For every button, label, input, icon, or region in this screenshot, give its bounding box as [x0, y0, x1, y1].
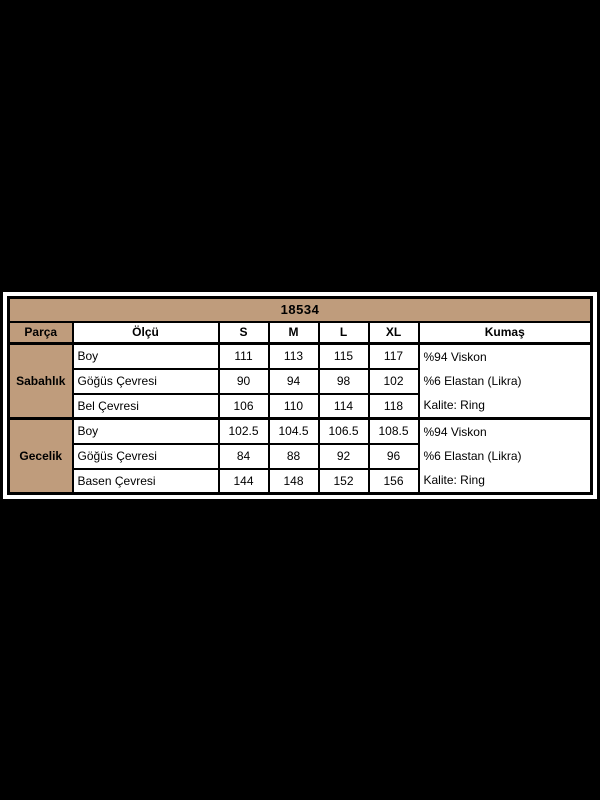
- fabric-info-gecelik: %94 Viskon %6 Elastan (Likra) Kalite: Ri…: [417, 417, 593, 495]
- fabric-line: Kalite: Ring: [423, 398, 485, 412]
- column-header-s: S: [217, 320, 270, 345]
- measure-label: Göğüs Çevresi: [71, 442, 220, 470]
- table-row: Sabahlık Boy 111 113 115 117 %94 Viskon …: [7, 342, 593, 420]
- size-value: 110: [267, 392, 320, 420]
- group-label-sabahlik: Sabahlık: [7, 342, 74, 420]
- fabric-line: %6 Elastan (Likra): [423, 374, 522, 388]
- measure-label: Göğüs Çevresi: [71, 367, 220, 395]
- size-value: 96: [367, 442, 420, 470]
- size-value: 118: [367, 392, 420, 420]
- column-header-xl: XL: [367, 320, 420, 345]
- fabric-line: %6 Elastan (Likra): [423, 449, 522, 463]
- size-value: 115: [317, 342, 370, 370]
- fabric-line: %94 Viskon: [423, 350, 487, 364]
- size-value: 88: [267, 442, 320, 470]
- size-value: 102.5: [217, 417, 270, 445]
- table-row: Göğüs Çevresi 90 94 98 102: [9, 367, 592, 395]
- measure-label: Boy: [71, 417, 220, 445]
- size-value: 90: [217, 367, 270, 395]
- size-value: 106: [217, 392, 270, 420]
- size-value: 102: [367, 367, 420, 395]
- column-header-olcu: Ölçü: [71, 320, 220, 345]
- size-chart-table: 18534 Parça Ölçü S M L XL Kumaş Sabahlık…: [7, 296, 593, 495]
- size-value: 98: [317, 367, 370, 395]
- size-value: 104.5: [267, 417, 320, 445]
- measure-label: Bel Çevresi: [71, 392, 220, 420]
- table-row: Bel Çevresi 106 110 114 118: [9, 392, 592, 420]
- column-header-kumas: Kumaş: [417, 320, 593, 345]
- size-value: 117: [367, 342, 420, 370]
- measure-label: Boy: [71, 342, 220, 370]
- fabric-line: Kalite: Ring: [423, 473, 485, 487]
- fabric-info-sabahlik: %94 Viskon %6 Elastan (Likra) Kalite: Ri…: [417, 342, 593, 420]
- size-value: 114: [317, 392, 370, 420]
- size-value: 144: [217, 467, 270, 495]
- model-number: 18534: [7, 296, 593, 323]
- size-value: 148: [267, 467, 320, 495]
- size-chart-card: 18534 Parça Ölçü S M L XL Kumaş Sabahlık…: [3, 292, 597, 499]
- table-row: Gecelik Boy 102.5 104.5 106.5 108.5 %94 …: [7, 417, 593, 495]
- measure-label: Basen Çevresi: [71, 467, 220, 495]
- header-row: Parça Ölçü S M L XL Kumaş: [7, 320, 593, 345]
- size-value: 113: [267, 342, 320, 370]
- size-value: 108.5: [367, 417, 420, 445]
- size-value: 84: [217, 442, 270, 470]
- column-header-l: L: [317, 320, 370, 345]
- size-value: 94: [267, 367, 320, 395]
- size-value: 106.5: [317, 417, 370, 445]
- fabric-line: %94 Viskon: [423, 425, 487, 439]
- size-value: 152: [317, 467, 370, 495]
- title-row: 18534: [7, 296, 593, 323]
- size-value: 156: [367, 467, 420, 495]
- size-value: 111: [217, 342, 270, 370]
- table-row: Göğüs Çevresi 84 88 92 96: [9, 442, 592, 470]
- column-header-m: M: [267, 320, 320, 345]
- column-header-parca: Parça: [7, 320, 74, 345]
- table-row: Basen Çevresi 144 148 152 156: [9, 467, 592, 495]
- size-value: 92: [317, 442, 370, 470]
- group-label-gecelik: Gecelik: [7, 417, 74, 495]
